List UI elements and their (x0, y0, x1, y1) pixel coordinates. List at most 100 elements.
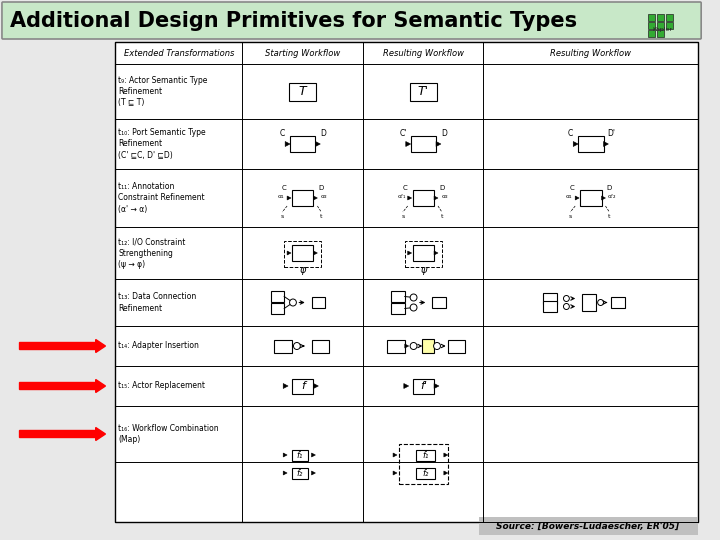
Bar (578, 136, 603, 152)
Text: α₁: α₁ (278, 193, 284, 199)
Polygon shape (405, 344, 409, 348)
Text: Kepler: Kepler (652, 27, 672, 32)
Text: D: D (607, 185, 612, 191)
Text: t: t (320, 213, 323, 219)
Bar (543, 301, 557, 312)
Circle shape (294, 342, 300, 349)
Text: α₂: α₂ (441, 193, 448, 199)
Bar (415, 468, 435, 478)
Text: t: t (441, 213, 443, 219)
Polygon shape (285, 141, 290, 146)
Polygon shape (603, 141, 608, 146)
Text: s: s (401, 213, 405, 219)
Polygon shape (313, 383, 318, 388)
Polygon shape (404, 383, 409, 388)
Polygon shape (313, 251, 318, 255)
Bar (391, 291, 405, 302)
Text: C: C (282, 185, 287, 191)
Bar (387, 340, 405, 353)
Polygon shape (575, 196, 579, 200)
Text: t₉: Actor Semantic Type
Refinement
(T ⊑ T): t₉: Actor Semantic Type Refinement (T ⊑ … (118, 76, 207, 107)
Polygon shape (573, 141, 578, 146)
Text: f₂: f₂ (297, 469, 303, 477)
Polygon shape (408, 251, 412, 255)
Bar (274, 340, 292, 353)
Bar (289, 83, 316, 100)
Polygon shape (283, 471, 287, 475)
Text: α'₂: α'₂ (608, 193, 616, 199)
Text: D: D (441, 130, 447, 138)
Polygon shape (283, 453, 287, 457)
Text: s: s (569, 213, 572, 219)
Bar (405, 241, 442, 267)
Text: Resulting Workflow: Resulting Workflow (550, 49, 631, 57)
Bar (657, 14, 664, 21)
Text: α₁: α₁ (566, 193, 572, 199)
Bar (284, 241, 321, 267)
Circle shape (564, 295, 570, 301)
Bar (292, 245, 313, 261)
Text: D: D (319, 185, 324, 191)
Text: f₁: f₁ (297, 450, 303, 460)
Bar (666, 22, 673, 29)
Text: D': D' (608, 130, 616, 138)
Text: C: C (402, 185, 408, 191)
Text: f₁: f₁ (422, 450, 428, 460)
Text: α₂: α₂ (321, 193, 328, 199)
Bar (415, 449, 435, 461)
Text: f₂: f₂ (422, 469, 428, 477)
Bar (479, 517, 698, 535)
Polygon shape (315, 141, 320, 146)
FancyArrow shape (19, 380, 105, 393)
Circle shape (433, 342, 441, 349)
Bar (271, 303, 284, 314)
Text: t₁₆: Workflow Combination
(Map): t₁₆: Workflow Combination (Map) (118, 424, 219, 444)
Text: t₁₀: Port Semantic Type
Refinement
(C' ⊑C, D' ⊑D): t₁₀: Port Semantic Type Refinement (C' ⊑… (118, 128, 206, 160)
Bar (399, 444, 448, 484)
Bar (582, 294, 595, 311)
FancyBboxPatch shape (2, 2, 701, 39)
Polygon shape (287, 196, 291, 200)
Text: t: t (608, 213, 611, 219)
Text: s: s (281, 213, 284, 219)
Bar (657, 22, 664, 29)
Polygon shape (434, 251, 438, 255)
Bar (312, 297, 325, 308)
Bar (115, 42, 698, 522)
Bar (543, 293, 557, 304)
Text: ψ: ψ (420, 265, 426, 275)
Text: t₁₃: Data Connection
Refinement: t₁₃: Data Connection Refinement (118, 292, 197, 313)
Text: D: D (320, 130, 326, 138)
Bar (292, 468, 307, 478)
Text: Extended Transformations: Extended Transformations (124, 49, 234, 57)
Bar (410, 136, 436, 152)
Bar (413, 379, 434, 394)
Polygon shape (406, 141, 410, 146)
Text: t₁₅: Actor Replacement: t₁₅: Actor Replacement (118, 381, 205, 390)
Bar (611, 297, 625, 308)
Polygon shape (444, 453, 448, 457)
Bar (413, 190, 434, 206)
Text: f': f' (420, 381, 427, 391)
Polygon shape (434, 196, 438, 200)
Bar (292, 379, 313, 394)
Text: Starting Workflow: Starting Workflow (265, 49, 341, 57)
Circle shape (410, 294, 417, 301)
Polygon shape (313, 196, 318, 200)
Text: t₁₄: Adapter Insertion: t₁₄: Adapter Insertion (118, 341, 199, 350)
Polygon shape (312, 471, 315, 475)
Bar (649, 22, 655, 29)
Polygon shape (283, 383, 288, 388)
Bar (312, 340, 329, 353)
Bar (292, 190, 313, 206)
Bar (413, 245, 434, 261)
Polygon shape (434, 383, 439, 388)
Bar (423, 339, 434, 353)
Polygon shape (312, 453, 315, 457)
Bar (391, 303, 405, 314)
Text: Additional Design Primitives for Semantic Types: Additional Design Primitives for Semanti… (10, 11, 577, 31)
Text: φ: φ (300, 265, 306, 275)
Polygon shape (408, 196, 412, 200)
Bar (666, 14, 673, 21)
Text: C: C (570, 185, 575, 191)
